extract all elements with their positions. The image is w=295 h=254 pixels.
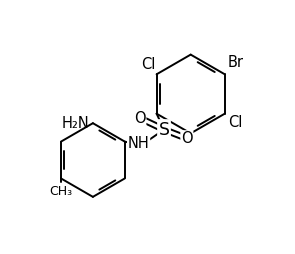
Text: O: O bbox=[181, 131, 193, 146]
Text: Cl: Cl bbox=[228, 115, 242, 130]
Text: S: S bbox=[158, 121, 170, 138]
Text: O: O bbox=[134, 110, 146, 126]
Text: Cl: Cl bbox=[141, 57, 155, 72]
Text: H₂N: H₂N bbox=[62, 116, 90, 131]
Text: Br: Br bbox=[228, 55, 244, 70]
Text: NH: NH bbox=[128, 136, 150, 151]
Text: CH₃: CH₃ bbox=[50, 185, 73, 198]
